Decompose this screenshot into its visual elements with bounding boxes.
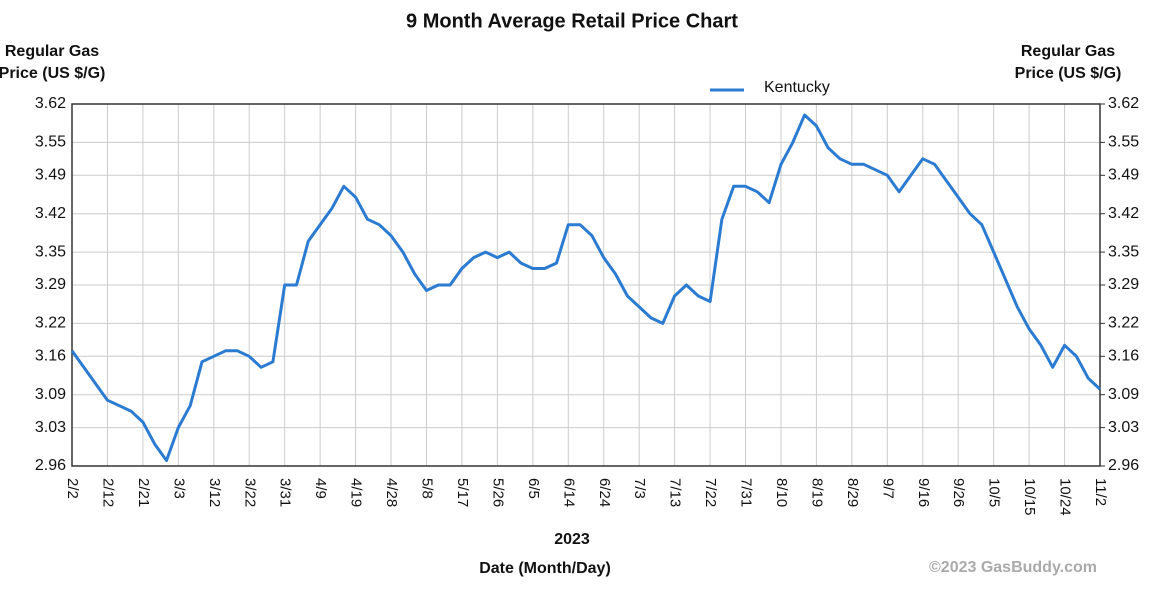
x-tick-label: 7/13 bbox=[667, 478, 684, 507]
y-tick-label: 3.29 bbox=[35, 276, 66, 293]
y2-tick-label: 3.16 bbox=[1108, 348, 1139, 365]
x-axis-label: Date (Month/Day) bbox=[479, 560, 611, 577]
x-tick-label: 10/15 bbox=[1021, 478, 1038, 516]
x-tick-label: 6/5 bbox=[525, 478, 542, 499]
x-tick-label: 7/3 bbox=[631, 478, 648, 499]
data-line bbox=[70, 113, 1102, 462]
y2-tick-label: 3.49 bbox=[1108, 167, 1139, 184]
x-tick-label: 3/3 bbox=[170, 478, 187, 499]
y-tick-label: 3.62 bbox=[35, 95, 66, 112]
plot-border bbox=[71, 103, 1101, 467]
x-tick-label: 9/16 bbox=[915, 478, 932, 507]
x-tick-label: 2/2 bbox=[64, 478, 81, 499]
x-tick-label: 10/24 bbox=[1057, 478, 1074, 516]
x-tick-label: 6/14 bbox=[560, 478, 577, 507]
y-tick-label: 3.42 bbox=[35, 205, 66, 222]
y2-tick-label: 3.22 bbox=[1108, 315, 1139, 332]
x-tick-label: 2/12 bbox=[99, 478, 116, 507]
x-tick-label: 4/9 bbox=[312, 478, 329, 499]
y-tick-label: 3.16 bbox=[35, 348, 66, 365]
x-tick-label: 11/2 bbox=[1092, 478, 1109, 506]
y2-tick-label: 3.55 bbox=[1108, 134, 1139, 151]
x-tick-label: 9/7 bbox=[879, 478, 896, 499]
x-tick-label: 3/22 bbox=[241, 478, 258, 507]
y2-tick-label: 3.35 bbox=[1108, 243, 1139, 260]
y-tick-label: 3.49 bbox=[35, 167, 66, 184]
y2-axis-label: Regular Gas bbox=[1021, 43, 1115, 60]
y2-tick-label: 3.29 bbox=[1108, 276, 1139, 293]
y-tick-label: 3.35 bbox=[35, 243, 66, 260]
x-tick-label: 8/10 bbox=[773, 478, 790, 507]
x-tick-label: 4/19 bbox=[348, 478, 365, 507]
x-tick-label: 4/28 bbox=[383, 478, 400, 507]
y2-tick-label: 3.09 bbox=[1108, 386, 1139, 403]
x-tick-label: 6/24 bbox=[596, 478, 613, 507]
x-tick-label: 3/12 bbox=[206, 478, 223, 507]
y-tick-label: 3.55 bbox=[35, 134, 66, 151]
x-tick-label: 2/21 bbox=[135, 478, 152, 507]
x-tick-label: 9/26 bbox=[950, 478, 967, 507]
y2-axis-label: Price (US $/G) bbox=[1015, 65, 1122, 82]
y-tick-label: 3.03 bbox=[35, 419, 66, 436]
y-tick-label: 3.22 bbox=[35, 315, 66, 332]
x-tick-label: 7/22 bbox=[702, 478, 719, 507]
x-tick-label: 5/8 bbox=[419, 478, 436, 499]
y2-tick-label: 3.03 bbox=[1108, 419, 1139, 436]
watermark: ©2023 GasBuddy.com bbox=[929, 559, 1097, 576]
x-tick-label: 10/5 bbox=[986, 478, 1003, 507]
y2-tick-label: 2.96 bbox=[1108, 457, 1139, 474]
x-tick-label: 5/17 bbox=[454, 478, 471, 507]
y2-tick-label: 3.42 bbox=[1108, 205, 1139, 222]
x-tick-label: 3/31 bbox=[277, 478, 294, 507]
y-axis-label: Regular Gas bbox=[5, 43, 99, 60]
chart-title: 9 Month Average Retail Price Chart bbox=[406, 10, 738, 32]
y-tick-label: 2.96 bbox=[35, 457, 66, 474]
year-label: 2023 bbox=[554, 531, 590, 548]
x-tick-label: 8/29 bbox=[844, 478, 861, 507]
y-tick-label: 3.09 bbox=[35, 386, 66, 403]
y-axis-label: Price (US $/G) bbox=[0, 65, 105, 82]
x-tick-label: 8/19 bbox=[808, 478, 825, 507]
x-tick-label: 5/26 bbox=[489, 478, 506, 507]
legend-label: Kentucky bbox=[764, 79, 830, 96]
x-tick-label: 7/31 bbox=[738, 478, 755, 507]
y2-tick-label: 3.62 bbox=[1108, 95, 1139, 112]
